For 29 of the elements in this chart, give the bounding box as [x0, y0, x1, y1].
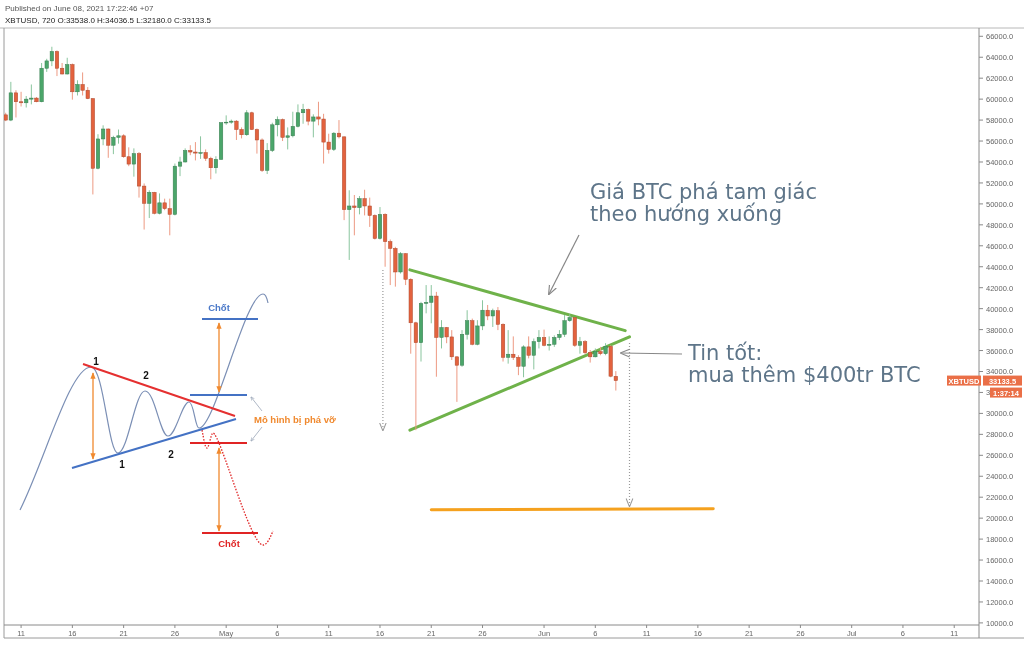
candlestick — [521, 344, 526, 378]
annotation: Chốt — [208, 301, 231, 313]
candlestick — [470, 318, 475, 346]
candlestick — [331, 131, 336, 152]
candlestick — [439, 319, 444, 349]
candlestick — [244, 109, 249, 137]
annotation: Mô hình bị phá vỡ — [254, 413, 336, 425]
annotation: 2 — [168, 448, 175, 460]
annotation: Chốt — [218, 537, 241, 549]
candlestick — [577, 336, 582, 355]
candlestick — [106, 127, 111, 159]
candlestick — [526, 335, 531, 359]
annotation: 2 — [143, 369, 150, 381]
annotation: Giá BTC phá tam giác theo hướng xuống — [590, 180, 817, 226]
chart-title: Published on June 08, 2021 17:22:46 +07 — [5, 4, 154, 13]
candlestick — [357, 195, 362, 215]
candlestick — [352, 194, 357, 236]
candlestick — [506, 329, 511, 365]
candlestick — [198, 135, 203, 160]
candlestick — [131, 147, 136, 178]
candlestick — [311, 113, 316, 138]
chart-subtitle: XBTUSD, 720 O:33538.0 H:34036.5 L:32180.0 C:33133.5 — [5, 16, 212, 25]
candlestick — [490, 308, 495, 328]
candlestick — [347, 189, 352, 261]
annotation: Tin tốt: mua thêm $400tr BTC — [687, 341, 921, 387]
annotation: 1 — [93, 355, 100, 367]
annotation: 1 — [119, 458, 126, 470]
candlestick — [147, 189, 152, 219]
candlestick — [398, 251, 403, 275]
